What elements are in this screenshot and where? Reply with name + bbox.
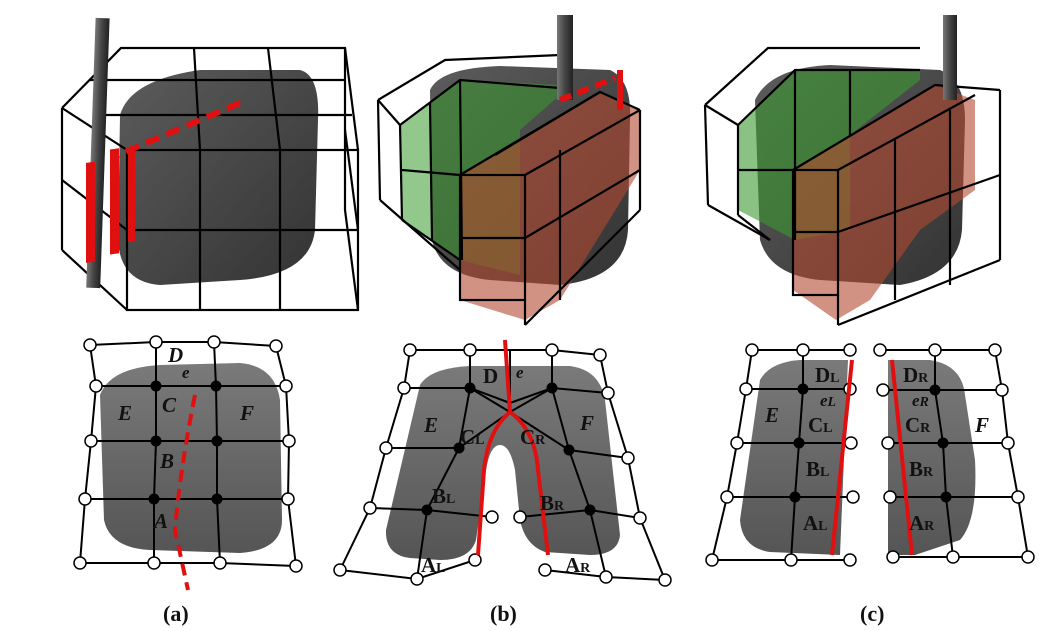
label-D-a: D	[167, 343, 183, 367]
cut-surface-a1	[86, 161, 95, 263]
cut-path-a	[172, 394, 197, 591]
label-F-a: F	[239, 401, 254, 425]
panel-b-3d	[376, 15, 642, 326]
svg-text:CR: CR	[520, 425, 546, 449]
flat-body-b	[385, 366, 620, 560]
label-AL-b: AL	[421, 553, 446, 577]
label-D-b: D	[483, 364, 498, 388]
caption-c: (c)	[860, 601, 884, 626]
panel-c-2d: DL DR eL eR E F CL CR BL BR AL AR (c)	[705, 343, 1035, 626]
label-F-c: F	[974, 413, 989, 437]
label-eR-c: eR	[912, 391, 929, 410]
label-E-b: E	[423, 413, 438, 437]
cut-edge-cR	[890, 359, 914, 556]
label-DR-c: DR	[903, 363, 929, 387]
caption-b: (b)	[490, 601, 517, 626]
svg-text:BL: BL	[806, 457, 829, 481]
grid-b-nodes	[333, 343, 672, 587]
label-AL-c: AL	[803, 511, 828, 535]
label-e-a: e	[182, 363, 190, 382]
svg-text:CL: CL	[460, 425, 485, 449]
svg-text:eL: eL	[820, 391, 836, 410]
cut-line-b	[558, 75, 617, 103]
panel-a-2d: D e C E F B A (a)	[73, 335, 303, 626]
svg-text:DR: DR	[903, 363, 929, 387]
grid-a-inner-nodes	[148, 380, 223, 505]
label-BL-b: BL	[432, 484, 455, 508]
panel-b-2d: D e E F CL CR BL BR AL AR (b)	[333, 339, 672, 626]
label-CL-c: CL	[808, 413, 833, 437]
label-AR-b: AR	[565, 553, 591, 577]
grid-c-inner-nodes	[789, 383, 952, 503]
svg-text:AL: AL	[421, 553, 446, 577]
cut-path-b	[476, 339, 550, 556]
label-F-b: F	[579, 411, 594, 435]
flat-body-cR	[888, 360, 976, 555]
deformable-body-a	[118, 70, 319, 285]
grid-a-nodes	[73, 335, 303, 573]
label-e-b: e	[516, 363, 524, 382]
label-eL-c: eL	[820, 391, 836, 410]
cut-surface-b	[617, 70, 623, 110]
svg-text:CL: CL	[808, 413, 833, 437]
svg-text:BR: BR	[540, 491, 565, 515]
svg-text:DL: DL	[815, 363, 840, 387]
panel-a-3d	[60, 17, 360, 312]
svg-text:BR: BR	[909, 457, 934, 481]
grid-b-inner-nodes	[421, 382, 596, 516]
grid-c-nodes	[705, 343, 1035, 567]
flat-body-a	[100, 363, 282, 553]
panel-c-3d	[703, 15, 1002, 327]
cut-line-a	[116, 100, 242, 158]
label-BR-c: BR	[909, 457, 934, 481]
label-CR-b: CR	[520, 425, 546, 449]
cut-edge-cL	[830, 359, 854, 556]
lattice-c	[703, 46, 1002, 327]
lattice-a	[60, 46, 360, 312]
label-CR-c: CR	[905, 413, 931, 437]
svg-text:AR: AR	[909, 511, 935, 535]
svg-text:CR: CR	[905, 413, 931, 437]
label-DL-c: DL	[815, 363, 840, 387]
cut-surface-a2	[110, 148, 119, 255]
label-BL-c: BL	[806, 457, 829, 481]
svg-text:eR: eR	[912, 391, 929, 410]
label-AR-c: AR	[909, 511, 935, 535]
label-C-a: C	[162, 393, 177, 417]
svg-text:AL: AL	[803, 511, 828, 535]
blade-b	[557, 15, 573, 100]
caption-a: (a)	[163, 601, 189, 626]
label-BR-b: BR	[540, 491, 565, 515]
flat-body-cL	[740, 360, 848, 555]
label-B-a: B	[159, 449, 174, 473]
blade-c	[943, 15, 957, 100]
lattice-b	[376, 53, 642, 326]
label-CL-b: CL	[460, 425, 485, 449]
label-E-c: E	[764, 403, 779, 427]
svg-text:BL: BL	[432, 484, 455, 508]
label-A-a: A	[152, 509, 168, 533]
cut-surface-a3	[128, 151, 135, 243]
label-E-a: E	[117, 401, 132, 425]
svg-text:AR: AR	[565, 553, 591, 577]
